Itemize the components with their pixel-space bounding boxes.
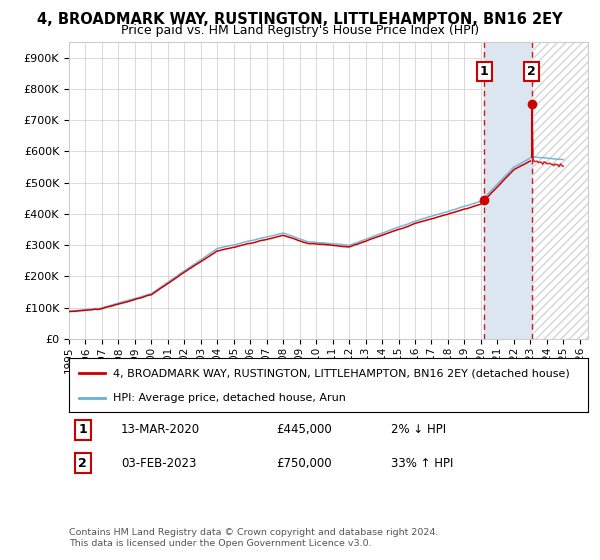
- Text: £750,000: £750,000: [277, 457, 332, 470]
- Text: HPI: Average price, detached house, Arun: HPI: Average price, detached house, Arun: [113, 393, 346, 403]
- Text: 2: 2: [527, 65, 536, 78]
- Text: 4, BROADMARK WAY, RUSTINGTON, LITTLEHAMPTON, BN16 2EY (detached house): 4, BROADMARK WAY, RUSTINGTON, LITTLEHAMP…: [113, 368, 570, 379]
- Text: Price paid vs. HM Land Registry's House Price Index (HPI): Price paid vs. HM Land Registry's House …: [121, 24, 479, 36]
- Bar: [484, 42, 532, 339]
- Text: 33% ↑ HPI: 33% ↑ HPI: [391, 457, 453, 470]
- Text: 13-MAR-2020: 13-MAR-2020: [121, 423, 200, 436]
- Text: 1: 1: [480, 65, 488, 78]
- Text: £445,000: £445,000: [277, 423, 332, 436]
- Bar: [532, 42, 588, 339]
- Bar: [532, 42, 588, 339]
- Text: Contains HM Land Registry data © Crown copyright and database right 2024.
This d: Contains HM Land Registry data © Crown c…: [69, 528, 439, 548]
- Text: 4, BROADMARK WAY, RUSTINGTON, LITTLEHAMPTON, BN16 2EY: 4, BROADMARK WAY, RUSTINGTON, LITTLEHAMP…: [37, 12, 563, 27]
- Text: 2: 2: [79, 457, 87, 470]
- Text: 1: 1: [79, 423, 87, 436]
- Text: 2% ↓ HPI: 2% ↓ HPI: [391, 423, 446, 436]
- Text: 03-FEB-2023: 03-FEB-2023: [121, 457, 196, 470]
